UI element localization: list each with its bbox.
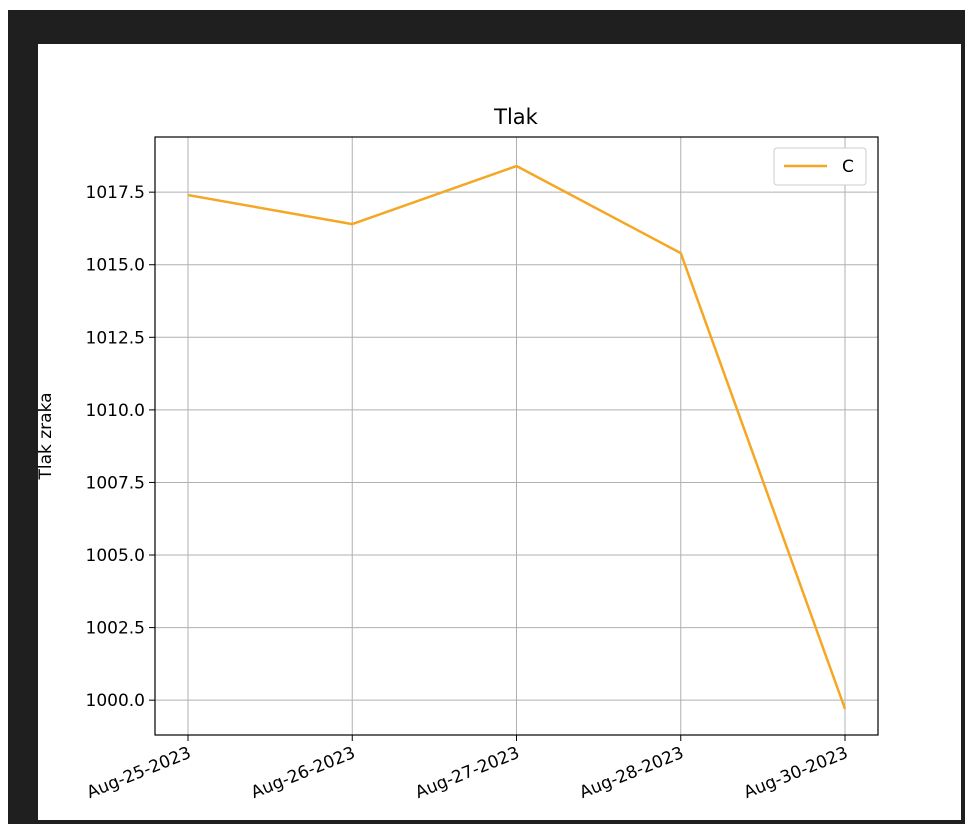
series-layer [187,164,847,710]
y-tick-label: 1005.0 [86,546,145,566]
y-tick-label: 1000.0 [86,691,145,711]
plot-area-border [154,136,879,736]
y-axis-ticks: 1000.0 1002.5 1005.0 1007.5 1010.0 1012.5 1015… [86,183,155,711]
window-frame-bottom [0,820,965,824]
y-axis-label: Tlak zraka [36,392,56,480]
chart-title: Tlak [493,105,539,129]
y-tick-label: 1002.5 [86,619,145,639]
legend: C [773,147,867,186]
y-tick-label: 1015.0 [86,256,145,276]
y-tick-label: 1010.0 [86,401,145,421]
window-frame-right [961,0,965,824]
grid [155,137,878,735]
y-tick-label: 1012.5 [86,328,145,348]
outer-edge-left [0,0,8,824]
y-tick-label: 1017.5 [86,183,145,203]
legend-label-c: C [842,157,854,177]
outer-edge-top [0,0,965,10]
y-tick-label: 1007.5 [86,473,145,493]
